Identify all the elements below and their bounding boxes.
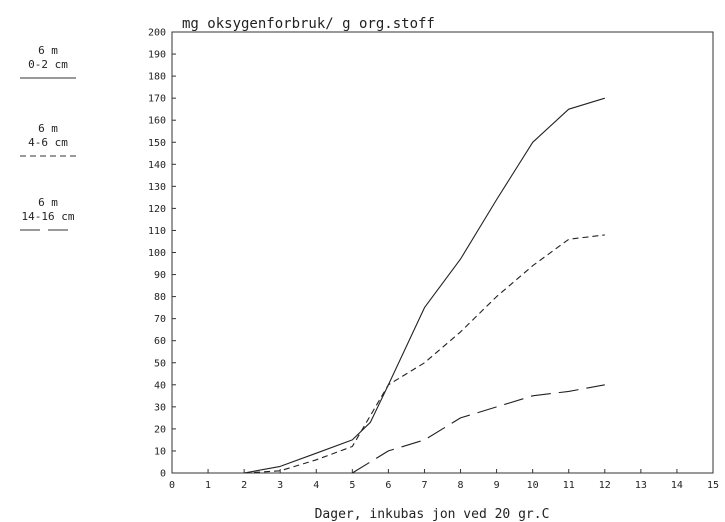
- x-tick-label: 9: [494, 480, 500, 491]
- y-tick-label: 180: [148, 72, 166, 83]
- legend-swatch-dashed: [20, 155, 76, 157]
- x-tick-label: 3: [277, 480, 283, 491]
- y-tick-label: 120: [148, 204, 166, 215]
- x-tick-label: 11: [563, 480, 575, 491]
- x-tick-label: 8: [458, 480, 464, 491]
- legend-label-line2: 4-6 cm: [28, 136, 68, 149]
- legend-label-line2: 14-16 cm: [21, 210, 75, 223]
- y-tick-label: 140: [148, 160, 166, 171]
- legend-entry-1: 6 m 0-2 cm: [2, 44, 94, 82]
- x-tick-label: 7: [421, 480, 427, 491]
- x-tick-label: 2: [241, 480, 247, 491]
- x-tick-label: 13: [635, 480, 647, 491]
- y-tick-label: 50: [154, 358, 166, 369]
- y-tick-label: 150: [148, 138, 166, 149]
- plot-frame: [171, 31, 714, 474]
- plot-border: [171, 31, 714, 474]
- legend-label-line1: 6 m: [38, 44, 58, 57]
- y-tick-label: 200: [148, 28, 166, 39]
- x-tick-label: 1: [205, 480, 211, 491]
- series-line-3: [352, 384, 605, 474]
- y-tick-label: 10: [154, 446, 166, 457]
- series-lines: [244, 97, 605, 474]
- legend-entry-2: 6 m 4-6 cm: [2, 122, 94, 160]
- y-tick-label: 80: [154, 292, 166, 303]
- legend-label-line1: 6 m: [38, 196, 58, 209]
- y-tick-label: 30: [154, 402, 166, 413]
- x-tick-label: 4: [313, 480, 319, 491]
- y-tick-label: 170: [148, 94, 166, 105]
- legend-label-line1: 6 m: [38, 122, 58, 135]
- y-tick-label: 70: [154, 314, 166, 325]
- series-line-2: [244, 234, 605, 474]
- y-tick-label: 100: [148, 248, 166, 259]
- y-tick-label: 160: [148, 116, 166, 127]
- x-tick-label: 15: [707, 480, 719, 491]
- x-tick-label: 6: [385, 480, 391, 491]
- y-axis: 0 10 20 30 40 50 60 70 80 90 100 110 120 130 140 150 160…: [148, 28, 176, 480]
- chart-title: mg oksygenforbruk/ g org.stoff: [182, 16, 435, 32]
- y-tick-label: 0: [160, 469, 166, 480]
- legend-entry-3: 6 m 14-16 cm: [2, 196, 94, 234]
- x-tick-label: 14: [671, 480, 683, 491]
- x-tick-label: 10: [527, 480, 539, 491]
- legend-swatch-solid: [20, 77, 76, 79]
- y-tick-label: 60: [154, 336, 166, 347]
- x-axis-label: Dager, inkubas jon ved 20 gr.C: [315, 507, 550, 522]
- y-tick-label: 20: [154, 424, 166, 435]
- y-tick-label: 190: [148, 50, 166, 61]
- x-tick-label: 12: [599, 480, 611, 491]
- y-tick-label: 110: [148, 226, 166, 237]
- x-tick-label: 0: [169, 480, 175, 491]
- series-line-1: [244, 97, 605, 474]
- y-tick-label: 130: [148, 182, 166, 193]
- y-tick-label: 90: [154, 270, 166, 281]
- x-axis: 0 1 2 3 4 5 6 7 8 9 10 11 12 13 14 15: [169, 469, 719, 491]
- legend-swatch-long-dash: [20, 229, 76, 231]
- legend-label-line2: 0-2 cm: [28, 58, 68, 71]
- y-tick-label: 40: [154, 380, 166, 391]
- x-tick-label: 5: [349, 480, 355, 491]
